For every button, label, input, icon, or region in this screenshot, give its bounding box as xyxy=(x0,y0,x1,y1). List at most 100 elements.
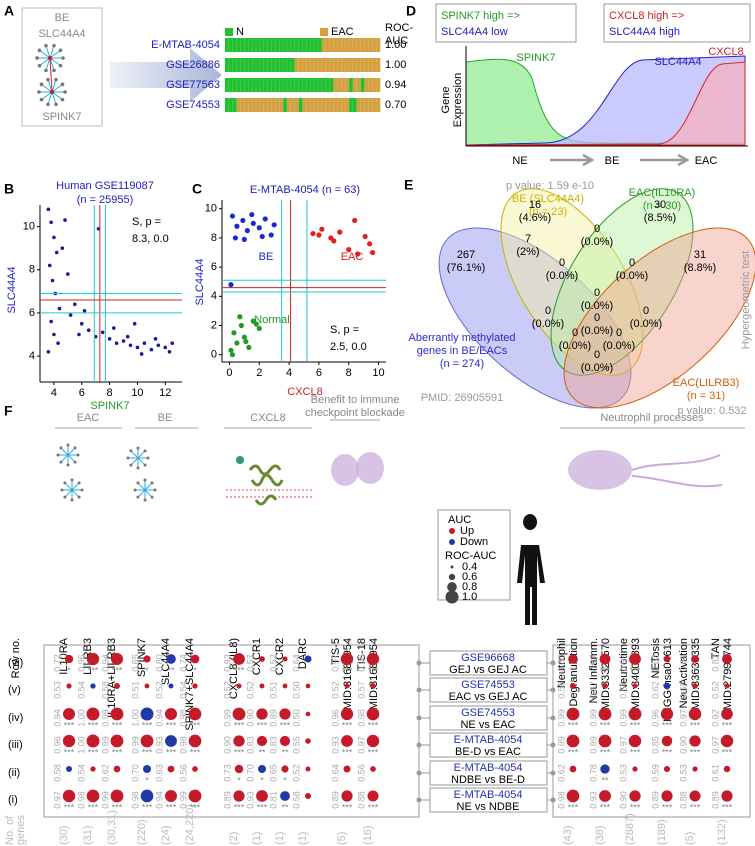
auc-label: 0.94 xyxy=(52,709,62,727)
row-label: (ii) xyxy=(8,767,20,779)
point xyxy=(362,233,368,240)
point xyxy=(139,352,144,356)
column-label: PMID:31684954 xyxy=(368,638,380,718)
icon-node xyxy=(73,446,77,450)
point xyxy=(243,338,249,345)
sample-cell xyxy=(287,98,292,112)
auc-label: 0.98 xyxy=(178,709,188,727)
icon-edge xyxy=(137,457,146,466)
point xyxy=(100,330,105,335)
region-pct: (8.8%) xyxy=(684,262,716,274)
icon-node xyxy=(80,488,84,492)
network-node xyxy=(46,77,50,82)
icon-edge xyxy=(71,489,80,498)
auc-dot xyxy=(188,734,202,748)
auc-dot xyxy=(663,765,671,773)
column-label: SPINK7 xyxy=(136,638,148,677)
auc-label: 0.50 xyxy=(291,709,301,727)
auc-label: 0.55 xyxy=(291,736,301,754)
region-count: 0 xyxy=(545,305,551,317)
region-count: 0 xyxy=(629,257,635,269)
icon-dot xyxy=(236,456,244,464)
significance: *** xyxy=(166,747,177,757)
auc-dot xyxy=(114,683,120,689)
sample-cell xyxy=(376,78,381,92)
connector-dot xyxy=(550,660,556,666)
sample-cell xyxy=(321,38,327,52)
sample-cell xyxy=(356,78,361,92)
icon-edge xyxy=(137,450,146,459)
gene-count: (5) xyxy=(684,832,696,845)
auc-label: 0.62 xyxy=(100,764,110,782)
auc-label: 0.58 xyxy=(100,681,110,699)
auc-dot xyxy=(341,735,353,747)
x-tick-label: 0 xyxy=(226,367,232,379)
sample-cell xyxy=(372,78,377,92)
sample-cell xyxy=(294,98,299,112)
point xyxy=(50,278,55,283)
auc-dot xyxy=(366,707,380,721)
group-label: CXCL8 xyxy=(250,412,285,424)
panel-label: F xyxy=(4,403,13,419)
significance: *** xyxy=(190,720,201,730)
sample-cell xyxy=(356,38,361,52)
y-tick-label: 8 xyxy=(29,264,35,276)
auc-label: 0.88 xyxy=(356,791,366,809)
cell-icon xyxy=(331,450,632,490)
genes-header: No. of xyxy=(4,815,16,845)
auc-dot xyxy=(692,683,698,689)
auc-label: 0.53 xyxy=(52,681,62,699)
auc-dot xyxy=(629,653,641,665)
sample-cell xyxy=(283,78,288,92)
point xyxy=(46,349,51,354)
auc-dot xyxy=(600,764,610,774)
region-count: 31 xyxy=(694,249,706,261)
significance: *** xyxy=(142,747,153,757)
legend-dot xyxy=(449,528,455,534)
significance: * xyxy=(260,775,264,785)
legend-label: Down xyxy=(460,536,488,548)
auc-dot xyxy=(86,734,100,748)
x-axis-label: CXCL8 xyxy=(287,386,322,398)
auc-label: 0.99 xyxy=(556,709,566,727)
column-label: PMID:33329570 xyxy=(600,638,612,718)
sample-cell xyxy=(244,98,249,112)
dataset-label: E-MTAB-4054 xyxy=(151,39,220,51)
auc-dot xyxy=(661,790,673,802)
sample-cell xyxy=(236,38,241,52)
icon-node xyxy=(129,449,133,453)
auc-dot xyxy=(599,653,611,665)
sample-cell xyxy=(290,98,296,112)
sample-cell xyxy=(325,58,330,72)
sample-cell xyxy=(228,78,234,92)
auc-dot xyxy=(282,683,288,689)
gene-count: (1) xyxy=(297,832,309,845)
significance: * xyxy=(237,775,241,785)
point xyxy=(47,263,52,268)
sample-cell xyxy=(259,38,265,52)
series-label: Normal xyxy=(254,314,289,326)
sample-cell xyxy=(232,78,237,92)
sample-cell xyxy=(376,38,381,52)
point xyxy=(240,217,246,224)
point xyxy=(49,319,53,324)
auc-dot xyxy=(305,793,311,799)
curve-label: CXCL8 xyxy=(708,46,743,58)
icon-node xyxy=(136,481,140,485)
significance: *** xyxy=(64,747,75,757)
auc-dot xyxy=(305,766,311,772)
dataset-label: E-MTAB-4054 xyxy=(454,734,523,746)
sample-cell xyxy=(318,78,323,92)
series-label: BE xyxy=(259,251,274,263)
icon-node xyxy=(63,495,67,499)
auc-label: 0.50 xyxy=(291,681,301,699)
point xyxy=(249,211,255,218)
auc-label: 0.52 xyxy=(154,681,164,699)
sample-cell xyxy=(267,58,272,72)
icon-node xyxy=(60,488,64,492)
column-label: PMID:34001893 xyxy=(630,638,642,718)
auc-label: 0.93 xyxy=(588,791,598,809)
gene-count: (31) xyxy=(82,825,94,845)
region-count: 0 xyxy=(643,305,649,317)
column-label: CXCR2 xyxy=(274,638,286,675)
